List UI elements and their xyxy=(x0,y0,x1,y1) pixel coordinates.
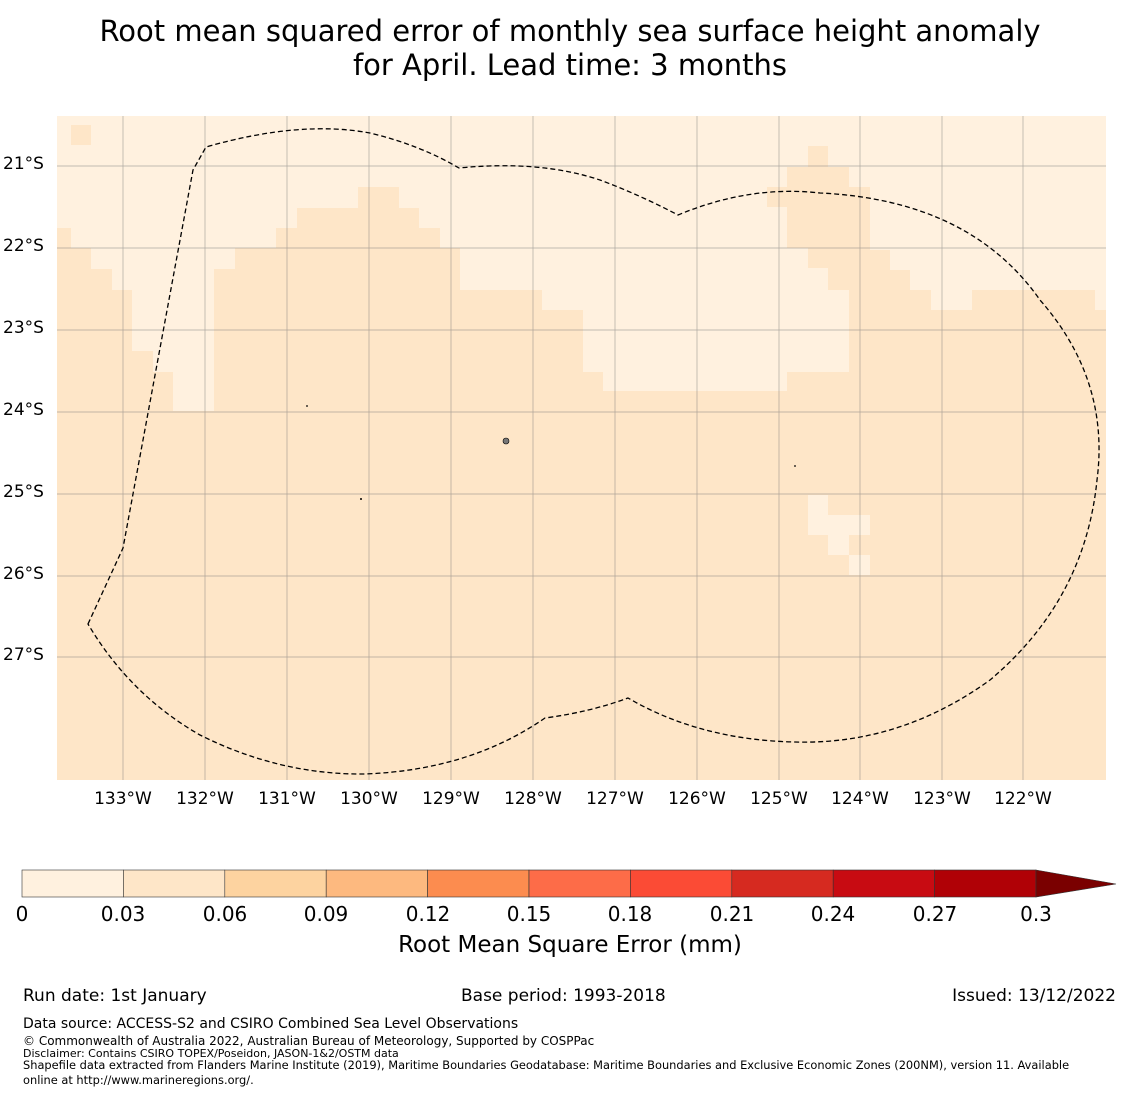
colorbar-bin xyxy=(224,869,327,898)
colorbar-bin xyxy=(630,869,733,898)
colorbar xyxy=(21,869,1117,898)
lon-label: 129°W xyxy=(422,789,480,809)
colorbar-bin xyxy=(123,869,226,898)
colorbar-label: Root Mean Square Error (mm) xyxy=(398,932,742,958)
colorbar-extend-arrow xyxy=(1035,869,1117,898)
disclaimer: Disclaimer: Contains CSIRO TOPEX/Poseido… xyxy=(23,1047,399,1060)
eez-boundary xyxy=(87,128,1100,775)
lon-label: 130°W xyxy=(340,789,398,809)
run-date: Run date: 1st January xyxy=(23,986,207,1006)
colorbar-bin xyxy=(934,869,1037,898)
data-source: Data source: ACCESS-S2 and CSIRO Combine… xyxy=(23,1016,519,1032)
issued-date: Issued: 13/12/2022 xyxy=(952,986,1116,1006)
colorbar-tick: 0.03 xyxy=(100,902,146,926)
colorbar-tick: 0.3 xyxy=(1020,902,1052,926)
colorbar-tick: 0 xyxy=(15,902,29,926)
graticule xyxy=(57,116,1106,780)
colorbar-bin xyxy=(731,869,834,898)
lon-label: 125°W xyxy=(750,789,808,809)
lon-label: 133°W xyxy=(94,789,152,809)
low-error-region-north xyxy=(57,116,1106,411)
lon-label: 131°W xyxy=(258,789,316,809)
title-line-2: for April. Lead time: 3 months xyxy=(352,48,788,82)
island xyxy=(306,405,308,407)
lon-label: 126°W xyxy=(668,789,726,809)
island xyxy=(360,498,362,500)
colorbar-tick: 0.21 xyxy=(709,902,755,926)
colorbar-tick: 0.27 xyxy=(912,902,958,926)
island xyxy=(794,465,796,467)
lat-label: 23°S xyxy=(3,318,44,338)
lon-label: 123°W xyxy=(913,789,971,809)
title-line-1: Root mean squared error of monthly sea s… xyxy=(99,14,1041,48)
lon-label: 122°W xyxy=(994,789,1052,809)
lat-label: 26°S xyxy=(3,564,44,584)
shapefile-credit-url: online at http://www.marineregions.org/. xyxy=(23,1073,254,1087)
lat-label: 25°S xyxy=(3,482,44,502)
colorbar-tick: 0.12 xyxy=(405,902,451,926)
colorbar-tick: 0.15 xyxy=(506,902,552,926)
map-title: Root mean squared error of monthly sea s… xyxy=(0,14,1140,82)
colorbar-tick: 0.06 xyxy=(202,902,248,926)
island xyxy=(502,437,510,445)
colorbar-bin xyxy=(427,869,530,898)
lon-label: 128°W xyxy=(504,789,562,809)
low-error-region-south xyxy=(808,495,870,575)
lat-label: 24°S xyxy=(3,400,44,420)
shapefile-credit: Shapefile data extracted from Flanders M… xyxy=(23,1058,1070,1072)
colorbar-bin xyxy=(832,869,935,898)
colorbar-bin xyxy=(325,869,428,898)
colorbar-tick: 0.18 xyxy=(607,902,653,926)
lat-label: 22°S xyxy=(3,236,44,256)
base-period: Base period: 1993-2018 xyxy=(461,986,666,1006)
lat-label: 27°S xyxy=(3,645,44,665)
colorbar-bin xyxy=(21,869,124,898)
lon-label: 127°W xyxy=(586,789,644,809)
copyright: © Commonwealth of Australia 2022, Austra… xyxy=(23,1034,595,1048)
colorbar-bin xyxy=(528,869,631,898)
corner-cell xyxy=(71,125,91,145)
colorbar-tick: 0.09 xyxy=(303,902,349,926)
colorbar-tick: 0.24 xyxy=(810,902,856,926)
lat-label: 21°S xyxy=(3,154,44,174)
lon-label: 124°W xyxy=(831,789,889,809)
lon-label: 132°W xyxy=(176,789,234,809)
